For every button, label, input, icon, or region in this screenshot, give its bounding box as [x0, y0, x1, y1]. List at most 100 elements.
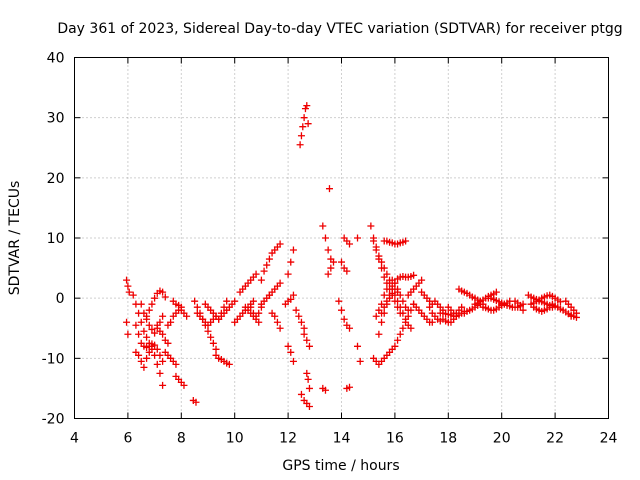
series-arc-74 — [562, 297, 580, 317]
data-point — [289, 246, 297, 254]
data-point — [276, 279, 284, 287]
series-arc-69 — [511, 297, 527, 314]
x-axis-label: GPS time / hours — [282, 458, 399, 474]
data-point — [284, 270, 292, 278]
series-arc-33 — [296, 102, 312, 149]
data-point — [492, 288, 500, 296]
data-point — [172, 360, 180, 368]
data-point — [143, 354, 151, 362]
y-tick-label: 20 — [47, 171, 65, 187]
data-point — [372, 243, 380, 251]
data-point — [148, 342, 156, 350]
series-arc-30 — [284, 246, 297, 278]
data-point — [383, 297, 391, 305]
data-point — [338, 306, 345, 314]
data-point — [303, 369, 311, 377]
data-point — [402, 318, 410, 326]
series-arc-27 — [265, 279, 284, 299]
data-point — [324, 270, 332, 278]
series-arc-43 — [340, 234, 354, 248]
data-point — [140, 363, 148, 371]
series-arc-03 — [129, 291, 167, 389]
data-point — [284, 342, 292, 350]
data-point — [304, 375, 312, 383]
data-point — [255, 318, 263, 326]
data-point — [319, 222, 327, 230]
data-point — [271, 312, 279, 320]
data-point — [370, 237, 378, 245]
series-arc-71 — [527, 291, 564, 308]
y-tick-label: -10 — [42, 351, 65, 367]
series-arc-01 — [123, 276, 133, 296]
series-arc-44 — [343, 383, 354, 392]
data-point — [161, 293, 169, 301]
series-arc-39 — [324, 258, 337, 278]
data-point — [145, 348, 153, 356]
x-tick-label: 8 — [177, 431, 186, 447]
data-point — [124, 330, 132, 338]
series-arc-36 — [303, 369, 313, 392]
data-point — [156, 369, 164, 377]
data-point — [207, 333, 215, 341]
data-point — [391, 279, 399, 287]
data-point — [391, 342, 399, 350]
data-point — [159, 312, 167, 320]
data-point — [418, 276, 426, 284]
data-point — [151, 329, 159, 337]
data-point — [265, 255, 273, 263]
series-arc-20 — [217, 297, 239, 320]
data-point — [164, 339, 172, 347]
series-arc-53 — [378, 271, 418, 317]
data-point — [388, 285, 396, 293]
data-point — [303, 336, 311, 344]
data-point — [399, 297, 407, 305]
x-tick-label: 12 — [279, 431, 297, 447]
data-point — [327, 264, 335, 272]
data-point — [204, 327, 212, 335]
series-arc-11 — [169, 297, 185, 311]
data-point — [367, 222, 375, 230]
y-axis-label: SDTVAR / TECUs — [7, 181, 23, 296]
series-arc-18 — [212, 351, 233, 368]
series-arc-25 — [257, 240, 284, 284]
series-arc-04 — [132, 321, 167, 365]
data-point — [148, 300, 156, 308]
data-point — [287, 295, 295, 303]
data-points — [123, 102, 580, 410]
data-point — [297, 318, 305, 326]
data-point — [273, 318, 281, 326]
data-point — [383, 270, 391, 278]
data-point — [343, 267, 351, 275]
data-point — [153, 345, 161, 353]
data-point — [394, 336, 402, 344]
data-point — [151, 294, 159, 302]
x-tick-label: 10 — [226, 431, 244, 447]
data-point — [148, 325, 156, 333]
series-arc-35 — [300, 330, 313, 350]
data-point — [426, 303, 434, 311]
data-point — [386, 291, 394, 299]
data-point — [402, 237, 410, 245]
data-point — [143, 333, 151, 341]
data-point — [354, 342, 362, 350]
series-arc-49 — [370, 237, 402, 296]
series-arc-26 — [257, 291, 273, 308]
data-point — [247, 303, 255, 311]
data-point — [249, 297, 257, 305]
data-point — [335, 297, 343, 305]
data-point — [252, 270, 260, 278]
data-point — [135, 330, 143, 338]
data-point — [300, 114, 308, 122]
data-point — [137, 300, 145, 308]
data-point — [124, 282, 132, 290]
data-point — [263, 261, 271, 269]
data-point — [212, 345, 220, 353]
data-point — [300, 324, 308, 332]
series-arc-55 — [404, 276, 426, 299]
data-point — [572, 313, 580, 321]
series-arc-75 — [567, 311, 580, 321]
data-point — [287, 348, 295, 356]
data-point — [324, 246, 332, 254]
data-point — [428, 318, 436, 326]
data-point — [299, 123, 307, 131]
